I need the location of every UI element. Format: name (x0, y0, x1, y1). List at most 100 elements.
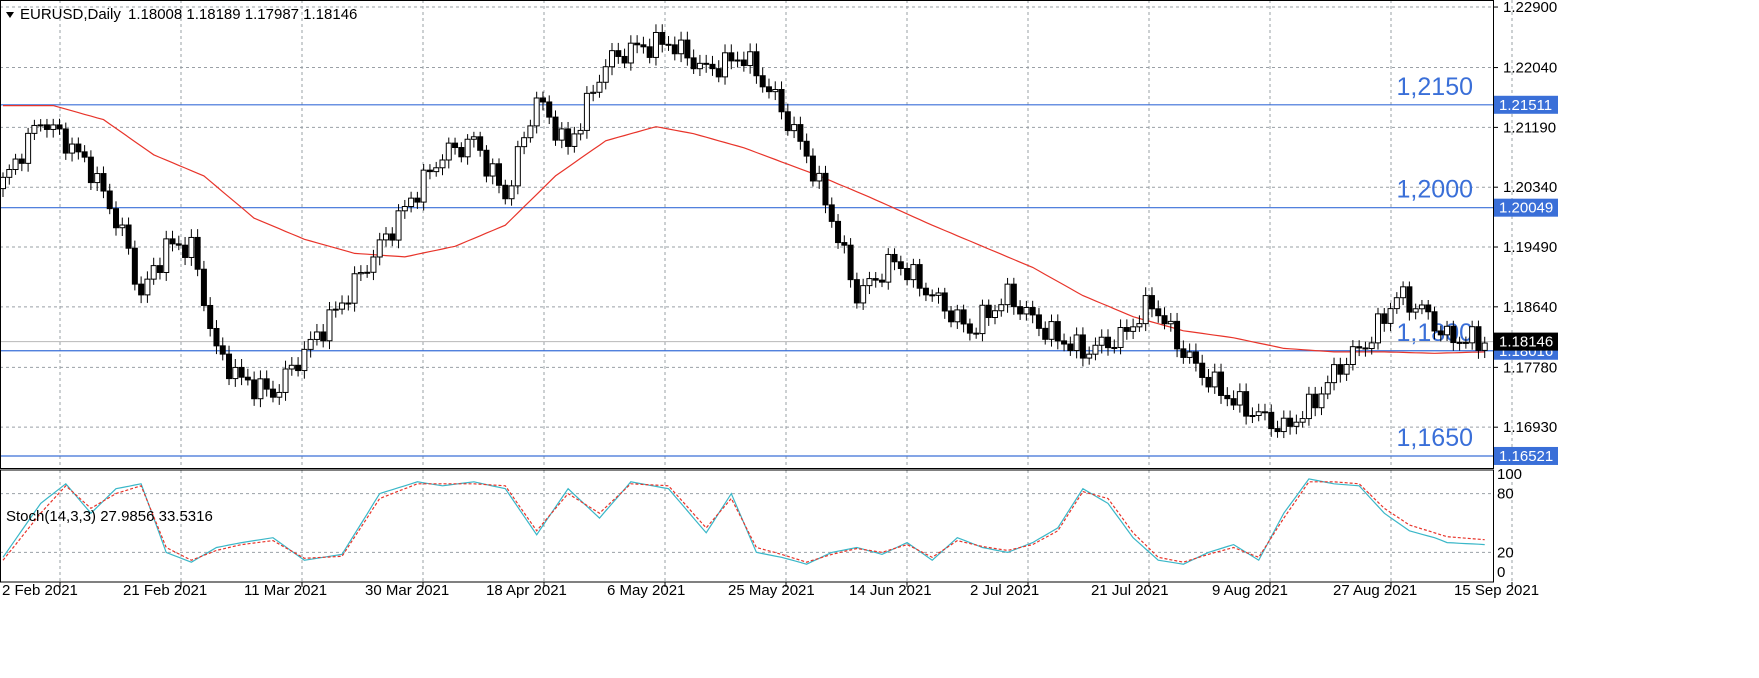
x-tick-label: 30 Mar 2021 (365, 582, 449, 599)
candle-body (244, 376, 251, 381)
candle-body (1004, 283, 1011, 306)
candle-body (0, 176, 6, 190)
candle-body (56, 124, 63, 130)
level-price-badge-text: 1.21511 (1499, 97, 1552, 114)
candle-body (1475, 326, 1482, 351)
candle-body (1481, 342, 1488, 351)
candle-body (119, 224, 126, 229)
candle-body (18, 158, 25, 164)
candle-body (860, 285, 867, 304)
candle-body (979, 304, 986, 335)
candle-body (872, 278, 879, 281)
candle-body (351, 273, 358, 304)
candle-body (740, 59, 747, 67)
candle-body (1092, 344, 1099, 355)
candle-body (841, 242, 848, 246)
candle-body (521, 137, 528, 148)
candle-body (489, 163, 496, 177)
candle-body (43, 124, 50, 130)
candle-body (652, 31, 659, 58)
candle-body (81, 151, 88, 158)
candle-body (1180, 348, 1187, 358)
candle-body (470, 136, 477, 140)
candle-body (1199, 362, 1206, 378)
candle-body (163, 238, 170, 274)
candle-body (69, 143, 76, 154)
candle-body (954, 309, 961, 323)
candle-body (1061, 340, 1068, 345)
candle-body (219, 345, 226, 355)
candle-body (1029, 307, 1036, 316)
candle-body (1035, 314, 1042, 329)
candle-body (269, 388, 276, 398)
candle-body (1287, 417, 1294, 427)
candle-body (1406, 286, 1413, 313)
y-tick-label: 1.17780 (1503, 359, 1557, 376)
candle-body (1343, 364, 1350, 375)
stoch-signal-line (2, 481, 1485, 563)
candle-body (904, 267, 911, 281)
candle-body (1136, 323, 1143, 328)
candle-body (200, 268, 207, 306)
candle-body (182, 244, 189, 258)
candle-body (395, 210, 402, 241)
candle-body (803, 140, 810, 157)
x-tick-label: 21 Feb 2021 (123, 582, 207, 599)
candle-body (966, 323, 973, 334)
candle-body (1236, 391, 1243, 406)
candle-body (1293, 421, 1300, 427)
candle-body (433, 167, 440, 173)
candle-body (502, 184, 509, 200)
candle-body (1148, 295, 1155, 310)
candle-body (87, 156, 94, 184)
candle-body (1023, 307, 1030, 315)
candle-body (583, 92, 590, 131)
candle-body (1268, 411, 1275, 430)
candle-body (1349, 346, 1356, 366)
candle-body (257, 378, 264, 400)
candle-body (728, 52, 735, 62)
candle-body (634, 42, 641, 46)
y-tick-label: 1.21190 (1503, 119, 1556, 136)
candle-body (1324, 382, 1331, 395)
candle-body (527, 125, 534, 139)
candle-body (1098, 336, 1105, 346)
candle-body (295, 364, 302, 372)
x-tick-label: 2 Feb 2021 (2, 582, 78, 599)
candle-body (326, 309, 333, 342)
candle-body (1368, 342, 1375, 350)
dropdown-triangle-icon[interactable] (6, 12, 14, 18)
candle-body (238, 366, 245, 378)
candle-body (891, 253, 898, 263)
x-tick-label: 27 Aug 2021 (1333, 582, 1417, 599)
candle-body (1400, 286, 1407, 299)
candle-body (420, 169, 427, 203)
candle-body (1192, 351, 1199, 364)
candle-body (734, 59, 741, 62)
candle-body (1048, 321, 1055, 340)
candle-body (1261, 411, 1268, 414)
candle-body (1412, 308, 1419, 313)
candle-body (1073, 334, 1080, 352)
candle-body (477, 136, 484, 151)
candle-body (1356, 346, 1363, 349)
candle-body (847, 244, 854, 281)
candle-body (1318, 393, 1325, 409)
candle-body (1123, 327, 1130, 332)
candle-body (1130, 326, 1137, 332)
candle-body (313, 331, 320, 340)
candle-body (226, 353, 233, 380)
candle-body (445, 142, 452, 161)
candle-body (426, 169, 433, 173)
candle-body (878, 279, 885, 283)
candle-body (62, 128, 69, 154)
candle-body (357, 272, 364, 275)
candle-body (1381, 313, 1388, 324)
candle-body (948, 310, 955, 323)
level-price-badge (1494, 198, 1558, 217)
candle-body (31, 124, 38, 134)
candle-body (809, 155, 816, 182)
candle-body (929, 294, 936, 297)
